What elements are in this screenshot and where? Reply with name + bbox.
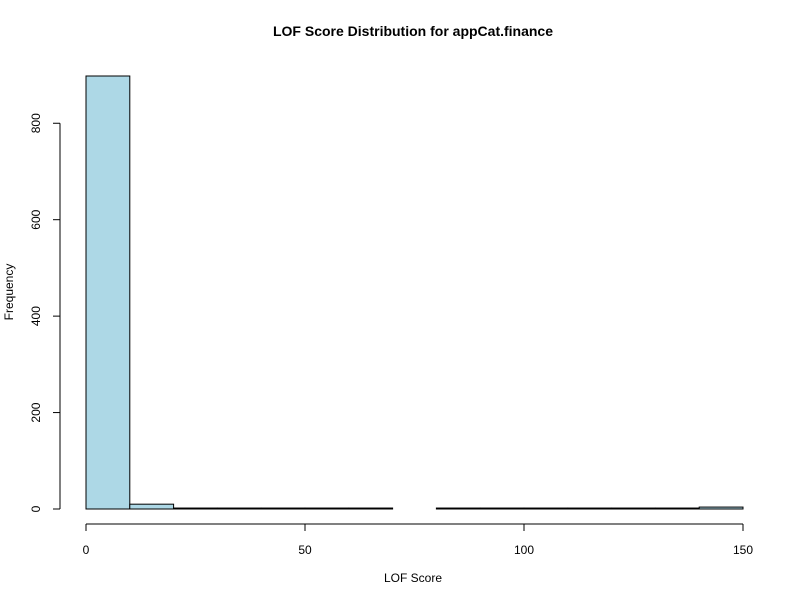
y-axis: 0 200 400 600 800 (29, 113, 61, 512)
y-tick-label: 400 (29, 306, 43, 326)
histogram-bar (479, 507, 525, 510)
x-tick-label: 150 (733, 543, 753, 557)
histogram-bar (523, 507, 569, 510)
y-tick-label: 0 (29, 505, 43, 512)
bars-group (85, 75, 744, 510)
x-tick-label: 0 (83, 543, 90, 557)
histogram-bar (260, 507, 306, 510)
histogram-bar (129, 503, 175, 510)
histogram-bar (611, 507, 656, 510)
histogram-bar (173, 507, 218, 510)
histogram-bar (698, 506, 744, 510)
histogram-bar (304, 507, 350, 510)
histogram-bar (435, 507, 481, 510)
y-tick-label: 800 (29, 113, 43, 133)
x-axis-label: LOF Score (384, 571, 442, 585)
histogram-bar (567, 507, 613, 510)
chart-title: LOF Score Distribution for appCat.financ… (273, 23, 553, 39)
x-tick-label: 50 (298, 543, 312, 557)
histogram-bar (85, 75, 131, 510)
y-tick-label: 600 (29, 209, 43, 229)
y-axis-label: Frequency (2, 264, 16, 321)
y-tick-label: 200 (29, 402, 43, 422)
histogram-bar (348, 507, 394, 510)
x-axis: 0 50 100 150 (83, 523, 753, 557)
histogram-bar (654, 507, 700, 510)
x-tick-label: 100 (514, 543, 534, 557)
histogram-bar (216, 507, 262, 510)
